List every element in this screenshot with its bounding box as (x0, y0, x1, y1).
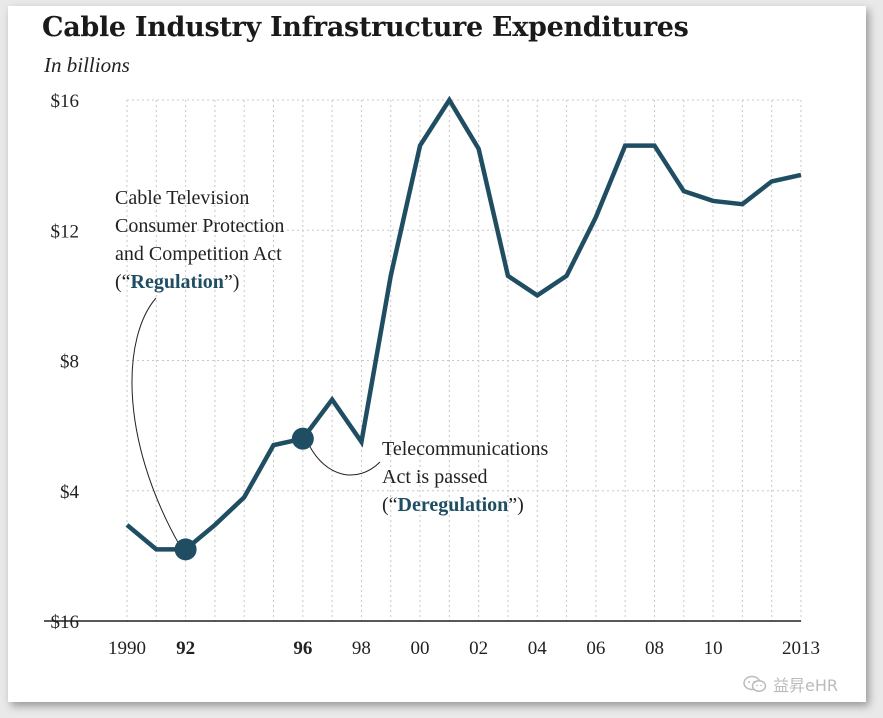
annotation-regulation-line-2: Consumer Protection (115, 215, 284, 237)
x-tick-label: 00 (411, 638, 430, 659)
y-tick-labels: $16 $4 $8 $12 $16 (51, 91, 80, 633)
annotation-regulation: Cable Television Consumer Protection and… (115, 187, 289, 293)
y-tick-label: $16 (51, 612, 80, 633)
x-tick-label: 1990 (108, 638, 146, 659)
annotation-deregulation-line-2: Act is passed (382, 466, 488, 488)
annotation-deregulation: Telecommunications Act is passed (“Dereg… (382, 438, 553, 516)
x-tick-label: 08 (645, 638, 664, 659)
chart-title: Cable Industry Infrastructure Expenditur… (42, 12, 689, 43)
y-tick-label: $4 (60, 482, 80, 503)
annotation-deregulation-line-1: Telecommunications (382, 438, 549, 460)
x-tick-labels: 1990 92 96 98 00 02 04 06 08 10 2013 (108, 638, 820, 659)
annotation-leaders (131, 297, 381, 546)
x-tick-label: 04 (528, 638, 548, 659)
annotation-regulation-highlight: Regulation (131, 271, 224, 293)
annotation-regulation-line-1: Cable Television (115, 187, 249, 209)
x-tick-label: 96 (293, 638, 312, 659)
annotation-deregulation-open: (“ (382, 494, 398, 516)
line-chart: $16 $4 $8 $12 $16 1990 92 96 98 00 02 04 06 08 10 2013… (44, 91, 820, 659)
event-markers (174, 427, 314, 561)
event-marker-1 (291, 427, 314, 450)
series-line-0 (125, 95, 802, 552)
x-tick-label: 02 (469, 638, 488, 659)
annotation-regulation-close: ”) (224, 271, 240, 293)
watermark-text: 益昇eHR (773, 676, 838, 695)
annotation-deregulation-highlight: Deregulation (398, 494, 509, 516)
annotation-regulation-line-3: and Competition Act (115, 243, 282, 265)
annotation-deregulation-close: ”) (508, 494, 524, 516)
event-marker-0 (174, 538, 197, 561)
watermark: 益昇eHR (743, 672, 838, 696)
leader-regulation (131, 297, 181, 546)
series-group (125, 95, 802, 552)
x-tick-label: 10 (704, 638, 723, 659)
chart-subtitle: In billions (44, 53, 130, 77)
chart-card: Cable Industry Infrastructure Expenditur… (8, 6, 866, 702)
x-tick-label: 2013 (782, 638, 820, 659)
x-tick-label: 92 (176, 638, 195, 659)
y-tick-label: $8 (60, 352, 79, 373)
y-tick-label: $12 (51, 221, 80, 242)
horizontal-gridlines (127, 99, 801, 492)
wechat-icon (743, 675, 767, 692)
y-tick-label: $16 (51, 91, 80, 112)
vertical-gridlines (126, 100, 802, 621)
leader-deregulation (308, 444, 381, 476)
annotation-regulation-open: (“ (115, 271, 131, 293)
x-tick-label: 06 (586, 638, 605, 659)
x-tick-label: 98 (352, 638, 371, 659)
